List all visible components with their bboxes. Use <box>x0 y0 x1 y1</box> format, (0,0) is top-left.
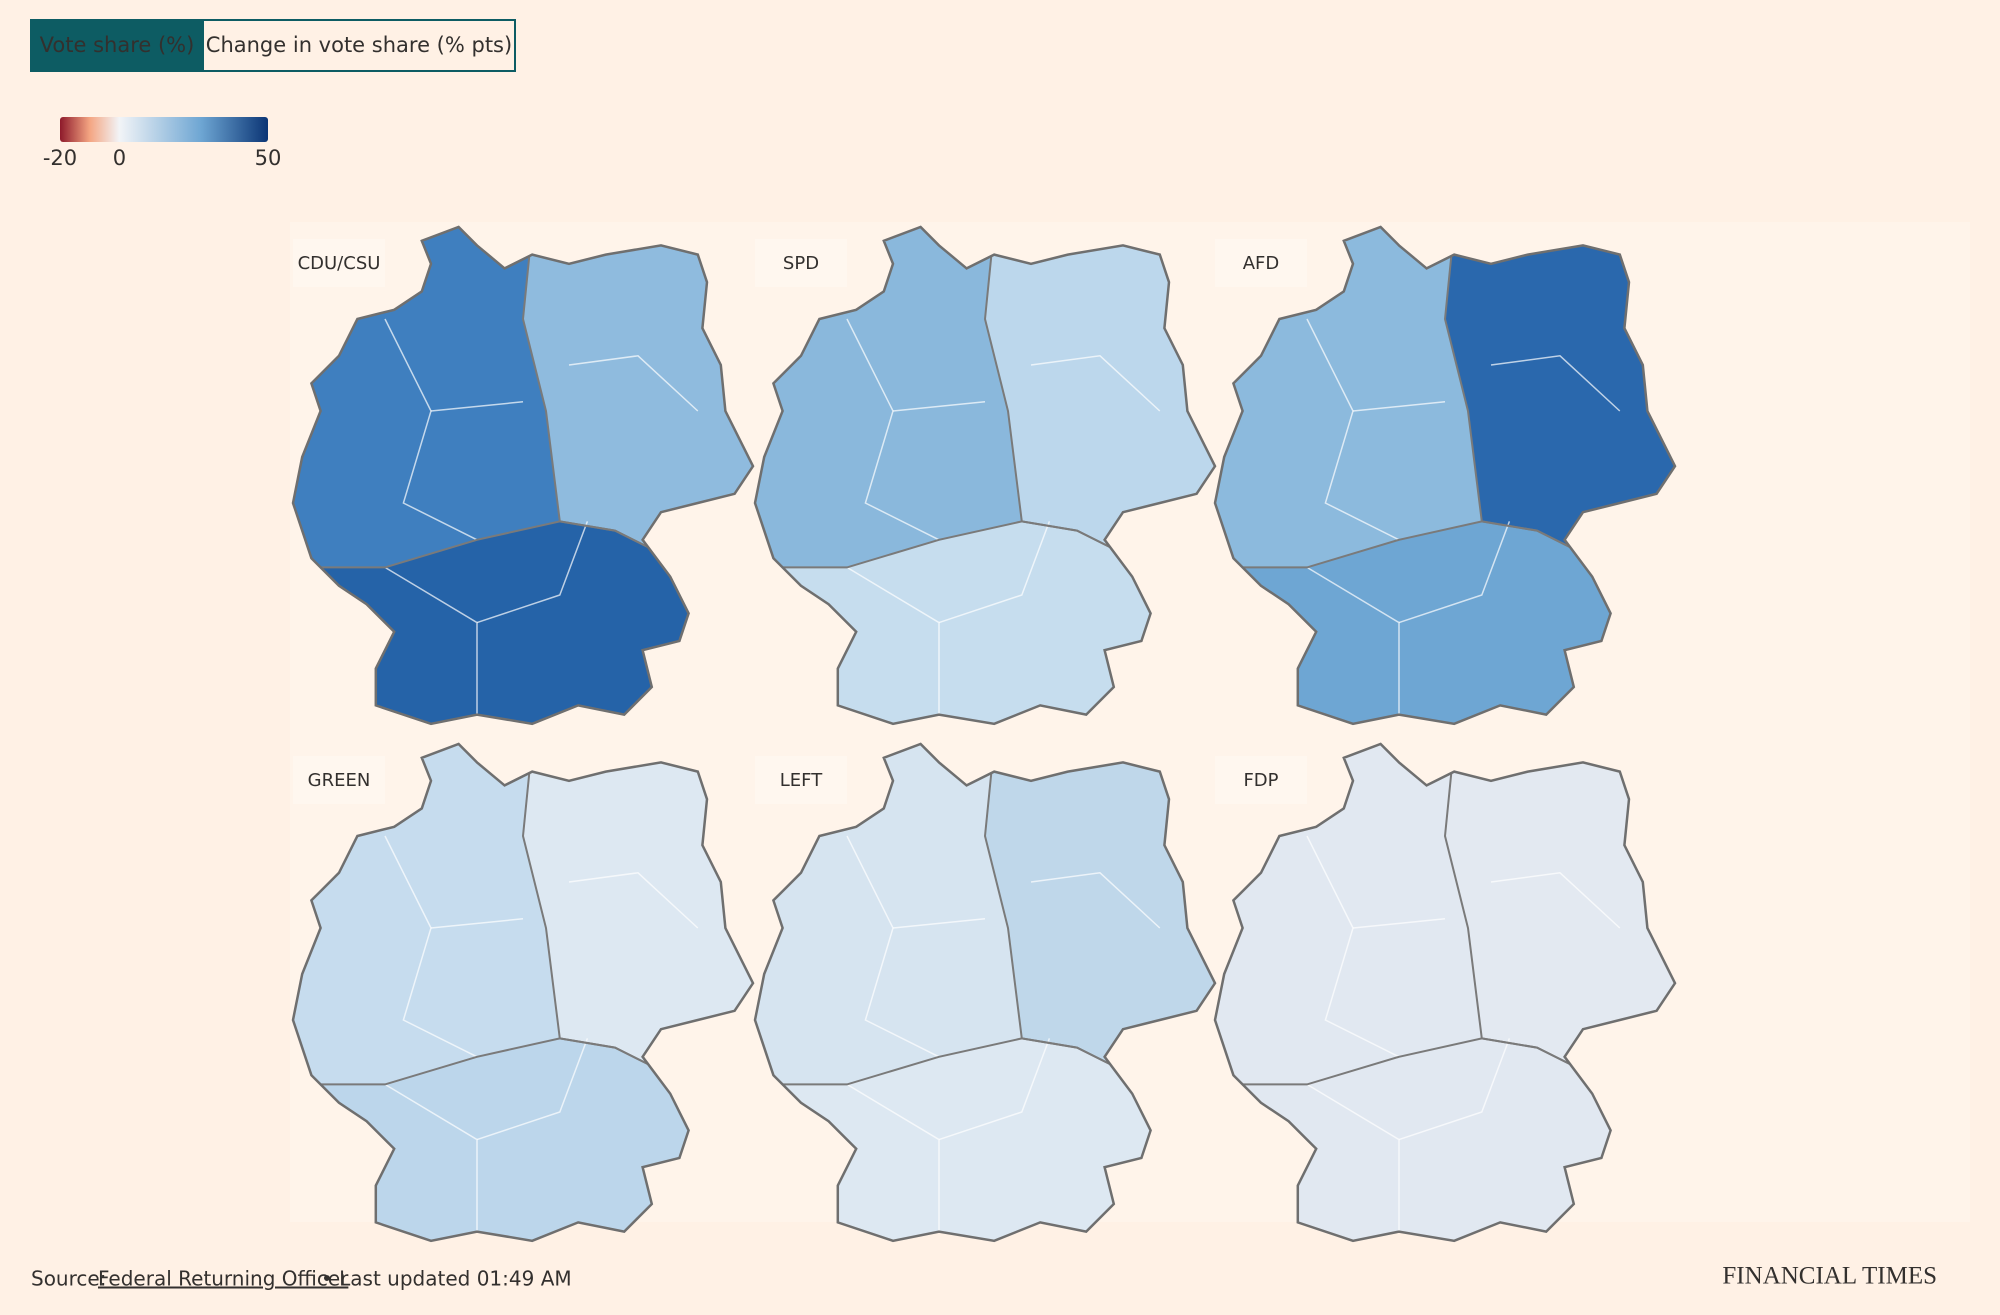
state-border <box>755 520 1215 724</box>
country-border <box>753 225 1217 726</box>
district-border <box>846 318 940 541</box>
map-label: AFD <box>1243 253 1280 274</box>
district-border <box>568 872 699 929</box>
district-border <box>384 566 478 715</box>
label-box <box>293 756 385 804</box>
map-label: FDP <box>1243 770 1278 791</box>
district-border <box>1490 872 1621 929</box>
label-box <box>293 239 385 287</box>
state-border <box>1215 1037 1675 1241</box>
district-border <box>1352 918 1446 929</box>
district-border <box>568 355 699 412</box>
country-border <box>753 742 1217 1243</box>
legend-tick-label: -20 <box>43 146 77 170</box>
district-border <box>1306 566 1400 715</box>
map-label: CDU/CSU <box>298 253 381 274</box>
state-border <box>293 1037 753 1241</box>
district-border <box>846 835 940 1058</box>
district-border <box>1352 401 1446 412</box>
label-box <box>755 756 847 804</box>
country-border <box>291 225 755 726</box>
map-label: GREEN <box>308 770 371 791</box>
label-box <box>1215 756 1307 804</box>
legend-scale <box>60 117 268 142</box>
source-label: Source: <box>31 1267 106 1291</box>
district-border <box>384 835 478 1058</box>
district-border <box>430 918 524 929</box>
district-border <box>938 1038 1051 1141</box>
district-border <box>384 1083 478 1232</box>
district-border <box>938 521 1051 624</box>
district-border <box>1398 521 1511 624</box>
district-border <box>1306 318 1400 541</box>
district-border <box>1030 355 1161 412</box>
toggle-label[interactable]: Change in vote share (% pts) <box>206 33 512 57</box>
last-updated: • Last updated 01:49 AM <box>321 1267 572 1291</box>
party-map: LEFT <box>753 742 1217 1243</box>
district-border <box>846 566 940 715</box>
map-label: LEFT <box>780 770 823 791</box>
district-border <box>846 1083 940 1232</box>
legend-tick-label: 50 <box>255 146 282 170</box>
country-border <box>1213 742 1677 1243</box>
district-border <box>892 918 986 929</box>
district-border <box>1030 872 1161 929</box>
party-map: GREEN <box>291 742 755 1243</box>
district-border <box>1398 1038 1511 1141</box>
label-box <box>1215 239 1307 287</box>
toggle-label[interactable]: Vote share (%) <box>40 33 195 57</box>
source-link[interactable]: Federal Returning Officer <box>98 1267 349 1291</box>
label-box <box>755 239 847 287</box>
district-border <box>1490 355 1621 412</box>
district-border <box>892 401 986 412</box>
country-border <box>291 742 755 1243</box>
brand-logo: FINANCIAL TIMES <box>1722 1263 1937 1290</box>
state-border <box>1215 520 1675 724</box>
map-label: SPD <box>783 253 819 274</box>
toggle-button[interactable] <box>202 19 516 72</box>
legend-tick-label: 0 <box>113 146 126 170</box>
district-border <box>476 1038 589 1141</box>
district-border <box>384 318 478 541</box>
state-border <box>755 1037 1215 1241</box>
toggle-button[interactable] <box>30 19 204 72</box>
country-border <box>1213 225 1677 726</box>
district-border <box>476 521 589 624</box>
state-border <box>293 520 753 724</box>
district-border <box>1306 835 1400 1058</box>
district-border <box>430 401 524 412</box>
district-border <box>1306 1083 1400 1232</box>
